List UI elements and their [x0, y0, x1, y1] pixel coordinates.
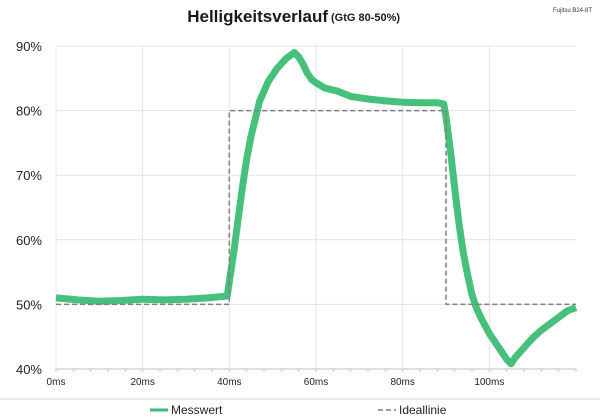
x-tick-label: 60ms — [304, 377, 328, 388]
y-tick-label: 40% — [16, 362, 42, 377]
chart-subtitle: (GtG 80-50%) — [331, 12, 400, 24]
x-tick-label: 80ms — [390, 377, 414, 388]
y-tick-label: 90% — [16, 39, 42, 54]
series-line-ideallinie — [56, 109, 576, 306]
y-tick-label: 50% — [16, 297, 42, 312]
y-tick-labels: 40% 50% 60% 70% 80% 90% — [16, 39, 42, 377]
x-tick-label: 40ms — [217, 377, 241, 388]
legend-label-ideallinie: Ideallinie — [399, 403, 447, 417]
legend: Messwert Ideallinie — [150, 403, 447, 417]
legend-label-messwert: Messwert — [171, 403, 223, 417]
series-lines — [55, 49, 578, 368]
x-tick-labels: 0ms 20ms 40ms 60ms 80ms 100ms — [47, 377, 505, 388]
y-tick-label: 80% — [16, 104, 42, 119]
x-tick-label: 0ms — [47, 377, 66, 388]
x-tick-label: 100ms — [474, 377, 504, 388]
grid — [55, 45, 577, 372]
chart-title: Helligkeitsverlauf — [187, 7, 328, 26]
y-tick-label: 70% — [16, 168, 42, 183]
brand-label: Fujitsu B24-8T — [553, 8, 592, 14]
x-tick-label: 20ms — [130, 377, 154, 388]
y-tick-label: 60% — [16, 233, 42, 248]
